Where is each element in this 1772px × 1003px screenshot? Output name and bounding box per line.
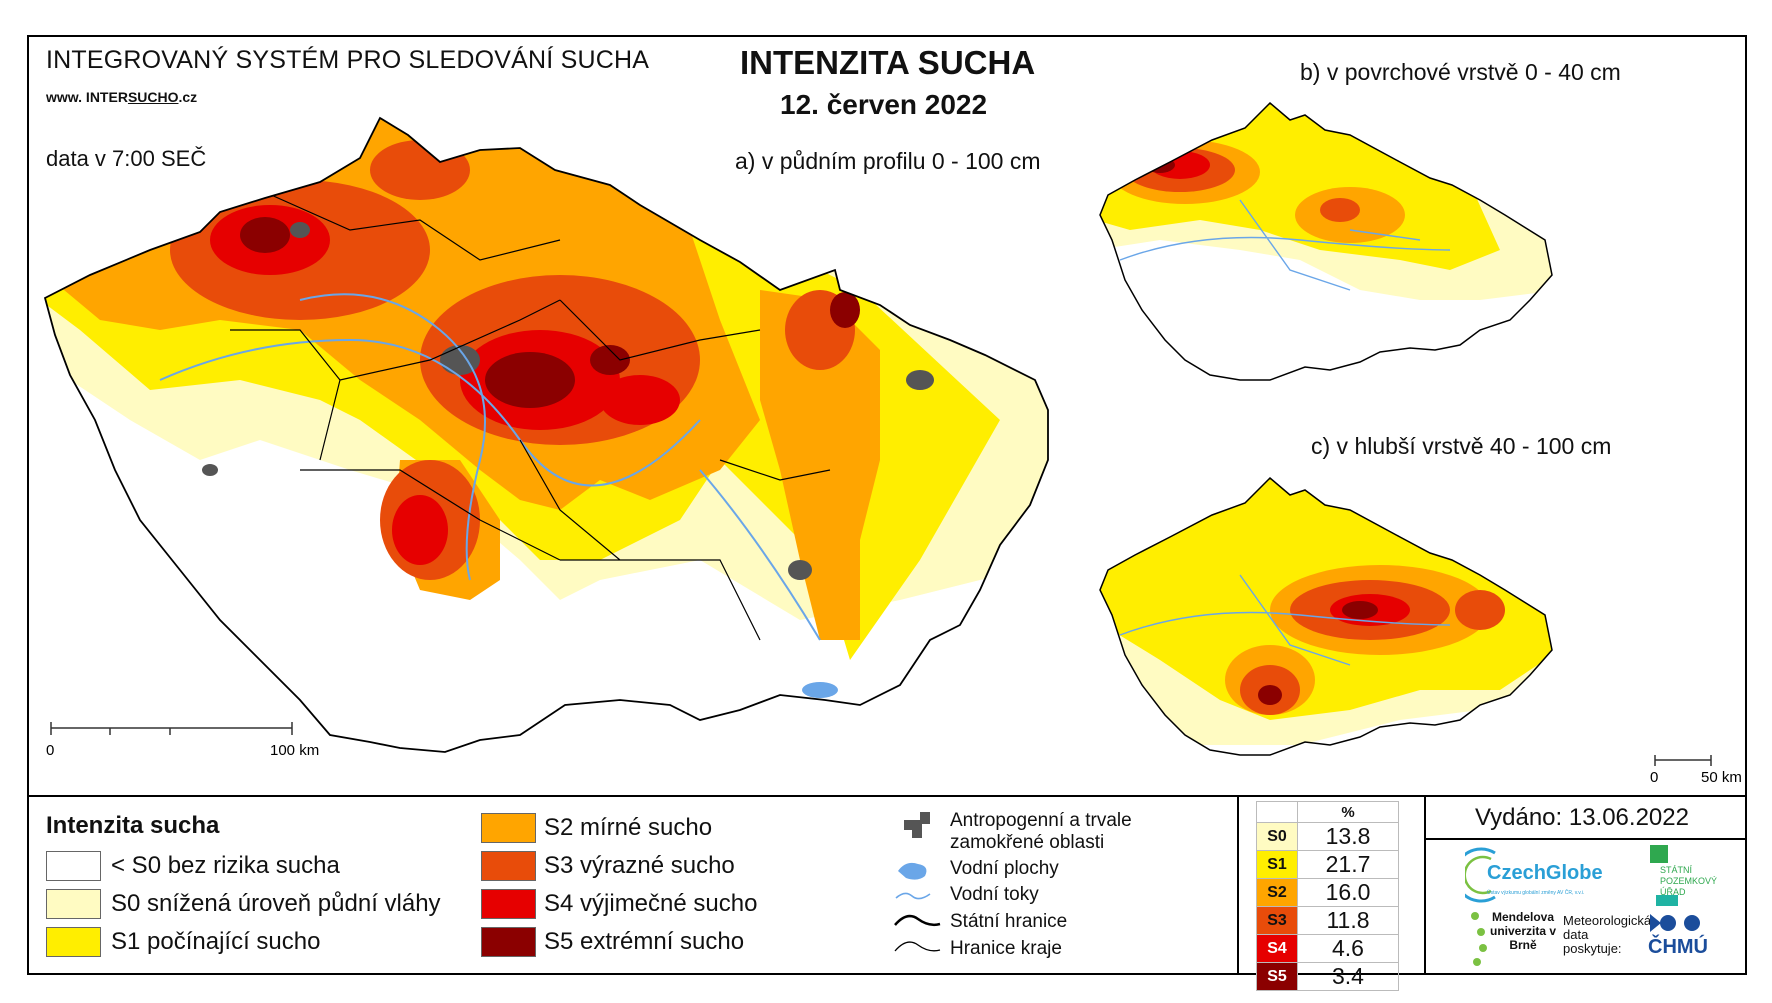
percent-panel bbox=[1237, 796, 1426, 975]
mendelu-logo-dots bbox=[1471, 912, 1487, 966]
table-row: S4 4.6 bbox=[1256, 934, 1399, 963]
legend-swatch bbox=[46, 851, 101, 881]
legend-swatch bbox=[481, 889, 536, 919]
legend-region-border: Hranice kraje bbox=[950, 938, 1062, 959]
scale-small-end: 50 km bbox=[1701, 769, 1742, 786]
legend-swatch bbox=[46, 927, 101, 957]
main-title: INTENZITA SUCHA bbox=[740, 44, 1036, 81]
website-link[interactable]: www. INTERSUCHO.cz bbox=[46, 89, 198, 105]
legend-swatch bbox=[481, 813, 536, 843]
spu-logo bbox=[1650, 845, 1678, 906]
legend-title: Intenzita sucha bbox=[46, 812, 220, 839]
region-border-icon bbox=[894, 941, 941, 952]
stream-icon bbox=[895, 892, 931, 900]
spu-name: STÁTNÍ POZEMKOVÝ ÚŘAD bbox=[1660, 865, 1718, 897]
data-time: data v 7:00 SEČ bbox=[46, 146, 207, 171]
map-a-subtitle: a) v půdním profilu 0 - 100 cm bbox=[735, 148, 1041, 174]
chmu-logo bbox=[1650, 914, 1700, 932]
legend-swatch bbox=[46, 889, 101, 919]
legend-swatch bbox=[481, 927, 536, 957]
water-body-icon bbox=[898, 862, 927, 880]
table-row: S5 3.4 bbox=[1256, 962, 1399, 991]
legend-anthropogenic: Antropogenní a trvale zamokřené oblasti bbox=[950, 810, 1132, 853]
scale-bar-main: 0 100 km bbox=[46, 722, 319, 759]
org-title: INTEGROVANÝ SYSTÉM PRO SLEDOVÁNÍ SUCHA bbox=[46, 46, 650, 74]
scale-small-start: 0 bbox=[1650, 769, 1658, 786]
legend-item-none: < S0 bez rizika sucha bbox=[46, 850, 340, 882]
map-c-subtitle: c) v hlubší vrstvě 40 - 100 cm bbox=[1311, 433, 1612, 459]
map-b-state-border bbox=[1099, 101, 1553, 381]
met-data-label: Meteorologická data poskytuje: bbox=[1563, 913, 1652, 956]
table-row: S1 21.7 bbox=[1256, 850, 1399, 879]
scale-bar-small: 0 50 km bbox=[1650, 755, 1742, 786]
anthropogenic-icon bbox=[904, 812, 930, 838]
percent-header: % bbox=[1297, 801, 1399, 823]
map-a-drought-areas bbox=[45, 118, 1048, 752]
scale-main-end: 100 km bbox=[270, 742, 319, 759]
state-border-icon bbox=[894, 914, 941, 927]
czechglobe-subtitle: Ústav výzkumu globální změny AV ČR, v.v.… bbox=[1487, 890, 1585, 896]
legend-item-s3: S3 výrazné sucho bbox=[481, 850, 735, 882]
map-date: 12. červen 2022 bbox=[780, 89, 988, 120]
legend-swatch bbox=[481, 851, 536, 881]
percent-table: % S0 13.8 S1 21.7 S2 16.0 S3 11.8 S4 4.6 S5 3.… bbox=[1256, 801, 1399, 991]
legend-item-s4: S4 výjimečné sucho bbox=[481, 888, 757, 920]
map-b-drought-areas bbox=[1100, 103, 1552, 380]
table-row: S3 11.8 bbox=[1256, 906, 1399, 935]
issued-date: Vydáno: 13.06.2022 bbox=[1475, 804, 1689, 831]
czechglobe-name: CzechGlobe bbox=[1487, 862, 1603, 884]
map-b-subtitle: b) v povrchové vrstvě 0 - 40 cm bbox=[1300, 59, 1621, 85]
table-row: S2 16.0 bbox=[1256, 878, 1399, 907]
map-c-state-border bbox=[1099, 476, 1553, 756]
legend-separator bbox=[27, 795, 1747, 797]
issued-separator bbox=[1424, 838, 1747, 840]
legend-item-s1: S1 počínající sucho bbox=[46, 926, 320, 958]
legend-item-s2: S2 mírné sucho bbox=[481, 812, 712, 844]
map-c-drought-areas bbox=[1100, 478, 1552, 755]
legend-streams: Vodní toky bbox=[950, 884, 1039, 905]
czechglobe-logo bbox=[1465, 847, 1496, 903]
legend-state-border: Státní hranice bbox=[950, 911, 1068, 932]
legend-water-bodies: Vodní plochy bbox=[950, 858, 1059, 879]
chmu-name: ČHMÚ bbox=[1648, 936, 1708, 958]
legend-item-s5: S5 extrémní sucho bbox=[481, 926, 744, 958]
scale-main-start: 0 bbox=[46, 742, 54, 759]
table-row: S0 13.8 bbox=[1256, 822, 1399, 851]
map-frame bbox=[27, 35, 1747, 975]
mendelu-name: Mendelova univerzita v Brně bbox=[1489, 910, 1557, 952]
map-a-state-border bbox=[43, 116, 1049, 753]
legend-item-s0: S0 snížená úroveň půdní vláhy bbox=[46, 888, 441, 920]
